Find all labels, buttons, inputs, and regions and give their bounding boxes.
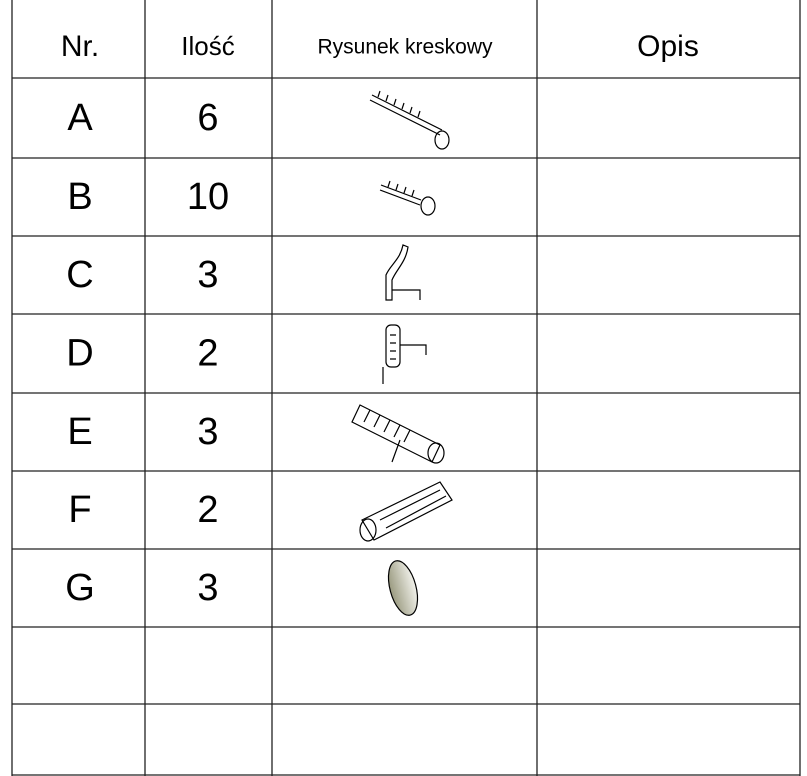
long-screw-icon: [369, 90, 450, 150]
row-quantity: 2: [197, 489, 218, 531]
wall-plug-icon: [351, 404, 445, 464]
row-number: C: [66, 254, 93, 296]
row-quantity: 3: [197, 254, 218, 296]
header-cell: Opis: [637, 30, 699, 63]
row-quantity: 10: [187, 176, 229, 218]
table-grid: [11, 0, 801, 776]
row-number: A: [67, 97, 93, 139]
hanger-icon: [382, 324, 427, 384]
row-number: E: [67, 411, 92, 453]
hook-icon: [385, 244, 421, 301]
cap-icon: [387, 560, 419, 616]
short-screw-icon: [379, 180, 436, 216]
row-number: D: [66, 333, 93, 375]
row-number: F: [68, 489, 91, 531]
row-quantity: 3: [197, 411, 218, 453]
header-cell: Ilość: [181, 31, 234, 61]
row-quantity: 3: [197, 567, 218, 609]
row-quantity: 6: [197, 97, 218, 139]
row-quantity: 2: [197, 333, 218, 375]
dowel-icon: [359, 481, 453, 542]
header-cell: Rysunek kreskowy: [317, 36, 493, 59]
row-number: G: [65, 567, 95, 609]
header-cell: Nr.: [61, 30, 99, 63]
row-number: B: [67, 176, 92, 218]
